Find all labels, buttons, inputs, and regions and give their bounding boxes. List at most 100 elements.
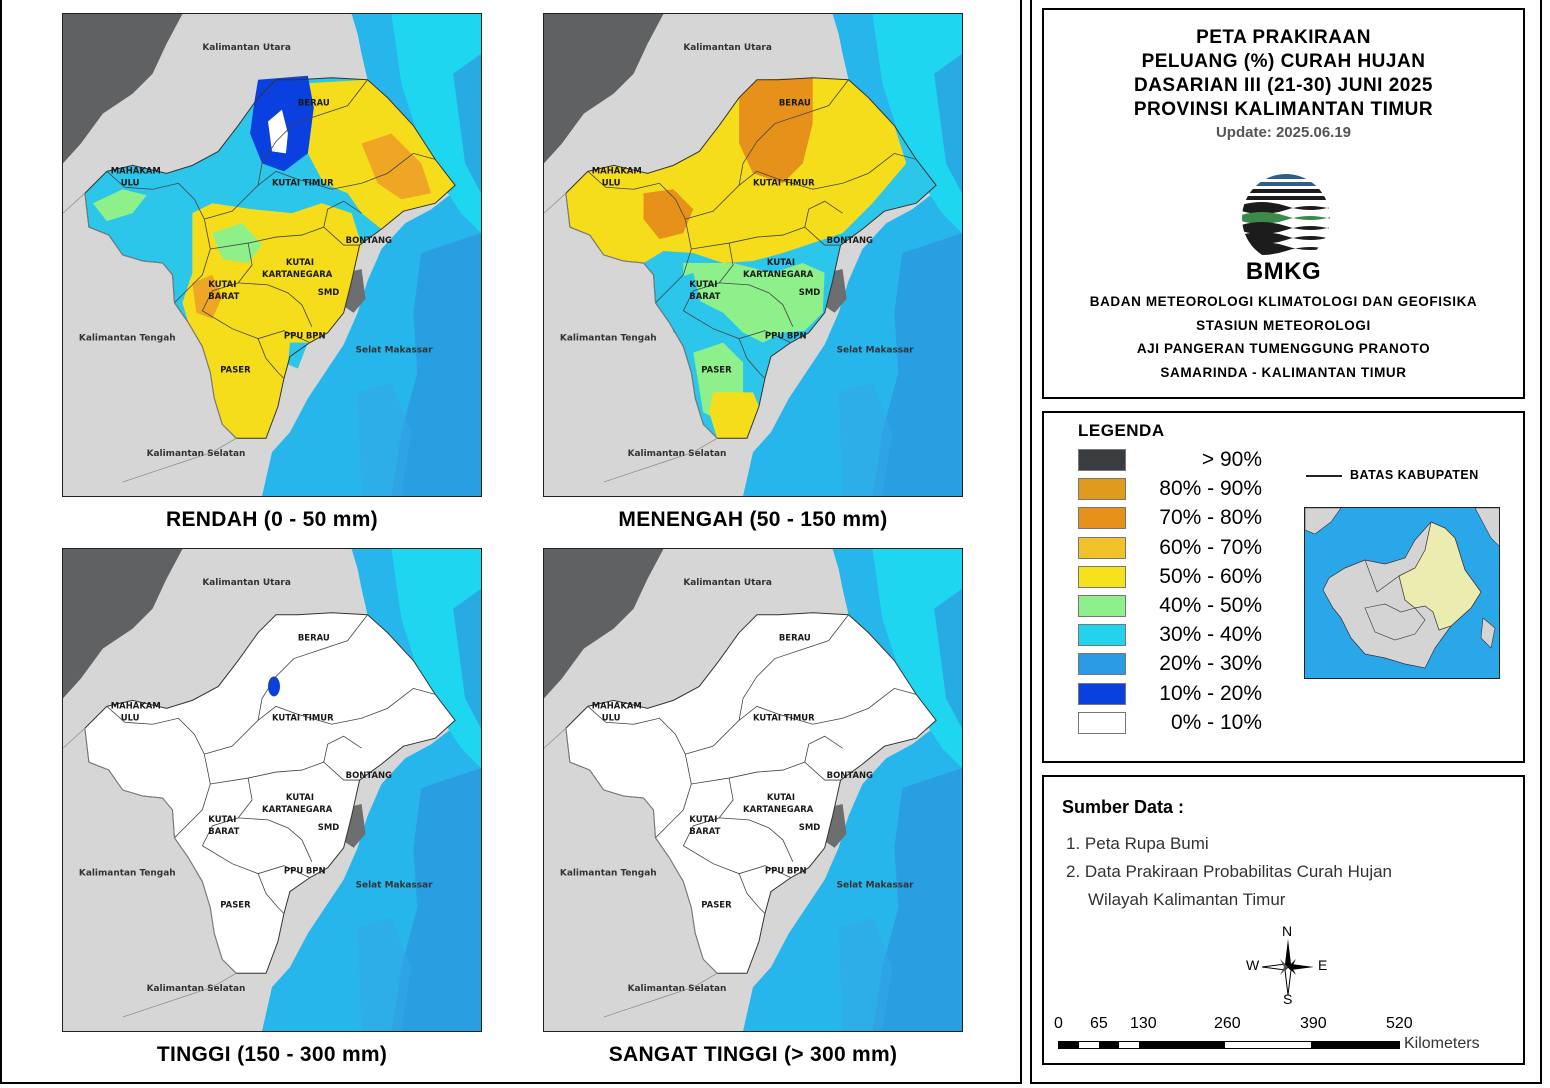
label-mahakam: MAHAKAM (592, 700, 642, 710)
label-kalteng: Kalimantan Tengah (560, 869, 657, 879)
label-kutim: KUTAI TIMUR (753, 712, 815, 722)
scale-tick-65: 65 (1090, 1015, 1108, 1032)
map-title-line-1: PETA PRAKIRAAN (1196, 27, 1371, 48)
label-berau: BERAU (779, 633, 811, 643)
compass-icon: N S W E (1242, 923, 1334, 1009)
label-bontang: BONTANG (346, 235, 392, 245)
map-svg: Kalimantan Utara Kalimantan Tengah Kalim… (63, 549, 481, 1031)
left-frame (0, 0, 1022, 1084)
label-ppu: PPU (284, 331, 303, 341)
bmkg-logo-icon (1238, 172, 1334, 268)
scale-tick-0: 0 (1054, 1015, 1063, 1032)
compass-east: E (1318, 957, 1328, 973)
label-kukar-2: KARTANEGARA (262, 269, 333, 279)
legend-swatch (1078, 711, 1126, 734)
agency-line-3: AJI PANGERAN TUMENGGUNG PRANOTO (1136, 341, 1431, 356)
legend-item: 80% - 90% (1078, 476, 1262, 502)
scale-tick-520: 520 (1386, 1015, 1413, 1032)
label-mahakam: MAHAKAM (111, 165, 161, 175)
legend-swatch (1078, 507, 1126, 530)
bmkg-logo-text: BMKG (1245, 258, 1322, 285)
label-kaltara: Kalimantan Utara (683, 578, 772, 588)
label-kalteng: Kalimantan Tengah (79, 334, 176, 344)
label-berau: BERAU (298, 633, 330, 643)
label-kubar-2: BARAT (208, 826, 239, 836)
label-kutim: KUTAI TIMUR (753, 177, 815, 187)
legend-item: 40% - 50% (1078, 593, 1262, 619)
label-mahakam-ulu: ULU (121, 177, 140, 187)
agency-line-1: BADAN METEOROLOGI KLIMATOLOGI DAN GEOFIS… (1089, 294, 1478, 309)
compass-south: S (1283, 991, 1293, 1007)
map-tinggi: Kalimantan Utara Kalimantan Tengah Kalim… (62, 548, 482, 1032)
map-svg: Kalimantan Utara Kalimantan Tengah Kalim… (544, 549, 962, 1031)
legend-label: > 90% (1201, 448, 1262, 471)
label-kukar-2: KARTANEGARA (743, 269, 814, 279)
label-kalteng: Kalimantan Tengah (79, 869, 176, 879)
scale-segments (1058, 1041, 1400, 1049)
scale-bar: 0 65 130 260 390 520 Kilometers (1054, 1015, 1514, 1055)
map-svg: Kalimantan Utara Kalimantan Tengah Kalim… (544, 14, 962, 496)
source-item-3: Wilayah Kalimantan Timur (1088, 890, 1286, 909)
scale-tick-130: 130 (1130, 1015, 1157, 1032)
legend-box: LEGENDA > 90% 80% - 90% 70% - 80% 60% - 70%… (1042, 411, 1525, 763)
label-ppu: PPU (765, 331, 784, 341)
legend-swatch (1078, 682, 1126, 705)
label-kubar-2: BARAT (208, 291, 239, 301)
map-title-line-4: PROVINSI KALIMANTAN TIMUR (1133, 99, 1434, 120)
label-berau: BERAU (779, 98, 811, 108)
inset-map (1304, 507, 1500, 679)
label-kubar: KUTAI (208, 279, 236, 289)
scale-tick-390: 390 (1300, 1015, 1327, 1032)
sources-title: Sumber Data : (1062, 797, 1185, 817)
update-date: Update: 2025.06.19 (1215, 124, 1352, 141)
label-kalsel: Kalimantan Selatan (147, 449, 246, 459)
label-mahakam-ulu: ULU (121, 712, 140, 722)
agency-line-4: SAMARINDA - KALIMANTAN TIMUR (1160, 364, 1407, 380)
map-title-line-3: DASARIAN III (21-30) JUNI 2025 (1133, 75, 1434, 96)
right-frame (1030, 0, 1542, 1084)
caption-rendah: RENDAH (0 - 50 mm) (166, 508, 378, 531)
label-kukar-2: KARTANEGARA (262, 804, 333, 814)
legend-swatch (1078, 478, 1126, 501)
label-kaltara: Kalimantan Utara (202, 43, 291, 53)
label-paser: PASER (701, 900, 732, 910)
legend-swatch (1078, 653, 1126, 676)
label-kutim: KUTAI TIMUR (272, 177, 334, 187)
label-kubar-2: BARAT (689, 826, 720, 836)
label-kutim: KUTAI TIMUR (272, 712, 334, 722)
map-menengah: Kalimantan Utara Kalimantan Tengah Kalim… (543, 13, 963, 497)
map-title-line-2: PELUANG (%) CURAH HUJAN (1141, 51, 1426, 72)
legend-item: 10% - 20% (1078, 681, 1262, 707)
legend-swatch (1078, 595, 1126, 617)
label-bontang: BONTANG (346, 770, 392, 780)
label-kalsel: Kalimantan Selatan (628, 984, 727, 994)
label-berau: BERAU (298, 98, 330, 108)
legend-item: > 90% (1078, 447, 1262, 473)
label-kalsel: Kalimantan Selatan (147, 984, 246, 994)
label-ppu: PPU (284, 866, 303, 876)
label-bpn: BPN (787, 866, 807, 876)
legend-swatch (1078, 565, 1126, 588)
label-paser: PASER (220, 900, 251, 910)
label-smd: SMD (799, 287, 821, 297)
source-item-1: 1. Peta Rupa Bumi (1066, 834, 1209, 853)
label-mahakam: MAHAKAM (592, 165, 642, 175)
label-selat: Selat Makassar (837, 881, 915, 891)
label-kalteng: Kalimantan Tengah (560, 334, 657, 344)
compass-north: N (1282, 923, 1293, 939)
legend-swatch (1078, 536, 1126, 559)
label-smd: SMD (799, 822, 821, 832)
legend-label: 60% - 70% (1159, 535, 1262, 559)
map-rendah: Kalimantan Utara Kalimantan Tengah Kalim… (62, 13, 482, 497)
legend-label: 40% - 50% (1159, 594, 1262, 617)
label-kubar: KUTAI (689, 279, 717, 289)
label-selat: Selat Makassar (356, 346, 434, 356)
label-kukar: KUTAI (767, 257, 795, 267)
scale-tick-260: 260 (1214, 1015, 1241, 1032)
legend-item: 20% - 30% (1078, 651, 1262, 677)
legend-label: 70% - 80% (1159, 506, 1262, 530)
label-mahakam-ulu: ULU (602, 712, 621, 722)
label-ppu: PPU (765, 866, 784, 876)
label-kalsel: Kalimantan Selatan (628, 449, 727, 459)
caption-tinggi: TINGGI (150 - 300 mm) (156, 1043, 388, 1066)
